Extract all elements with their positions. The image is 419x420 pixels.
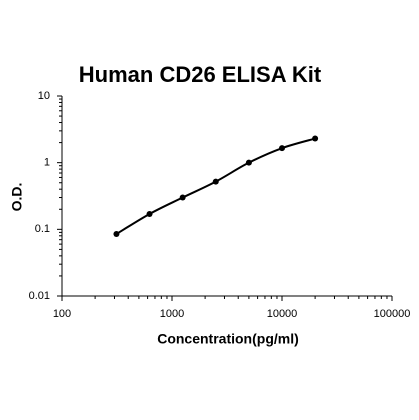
point [212, 178, 219, 185]
y-tick-label: 10 [38, 90, 50, 102]
fit-curve [115, 137, 316, 235]
point [113, 231, 120, 238]
point [279, 145, 285, 152]
chart-title: Human CD26 ELISA Kit [79, 62, 322, 87]
y-axis-label: O.D. [9, 183, 25, 212]
point [146, 210, 153, 217]
y-tick-label: 0.1 [35, 223, 50, 235]
x-tick-label: 1000 [160, 308, 184, 320]
point [312, 135, 319, 142]
x-tick-label: 10000 [267, 308, 298, 320]
point [245, 159, 252, 166]
x-tick-label: 100 [53, 308, 71, 320]
point [179, 194, 186, 201]
x-tick-label: 100000 [374, 308, 411, 320]
y-tick-label: 0.01 [29, 290, 50, 302]
x-axis-label: Concentration(pg/ml) [157, 331, 299, 347]
y-tick-label: 1 [44, 157, 50, 169]
